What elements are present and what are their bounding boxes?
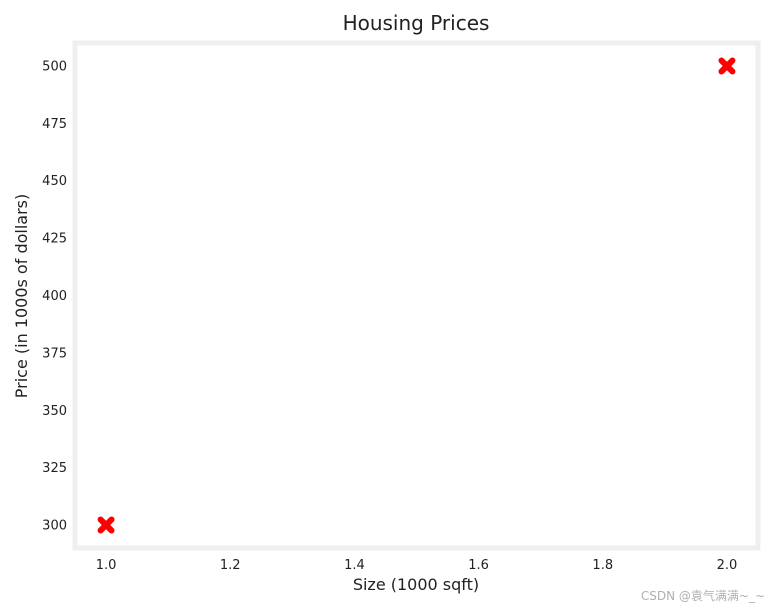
y-tick-label: 425 — [42, 232, 67, 247]
y-axis-label: Price (in 1000s of dollars) — [12, 194, 31, 398]
data-point-marker — [718, 57, 736, 75]
y-tick-label: 400 — [42, 289, 67, 304]
y-axis-ticks: 300 325 350 375 400 425 450 475 500 — [42, 59, 67, 533]
csdn-watermark: CSDN @袁气满满~_~ — [640, 589, 765, 603]
x-axis-label: Size (1000 sqft) — [353, 575, 479, 594]
data-points — [97, 57, 736, 534]
y-tick-label: 500 — [42, 59, 67, 74]
chart-title: Housing Prices — [343, 11, 490, 35]
plot-area-frame — [72, 40, 761, 551]
x-tick-label: 2.0 — [717, 558, 738, 573]
x-axis-ticks: 1.0 1.2 1.4 1.6 1.8 2.0 — [96, 558, 738, 573]
x-tick-label: 1.4 — [344, 558, 365, 573]
x-tick-label: 1.8 — [592, 558, 613, 573]
data-point-marker — [97, 516, 115, 534]
y-tick-label: 300 — [42, 519, 67, 534]
x-tick-label: 1.6 — [468, 558, 489, 573]
y-tick-label: 350 — [42, 404, 67, 419]
y-tick-label: 375 — [42, 346, 67, 361]
y-tick-label: 325 — [42, 461, 67, 476]
y-tick-label: 450 — [42, 174, 67, 189]
y-tick-label: 475 — [42, 117, 67, 132]
x-tick-label: 1.0 — [96, 558, 117, 573]
x-tick-label: 1.2 — [220, 558, 241, 573]
